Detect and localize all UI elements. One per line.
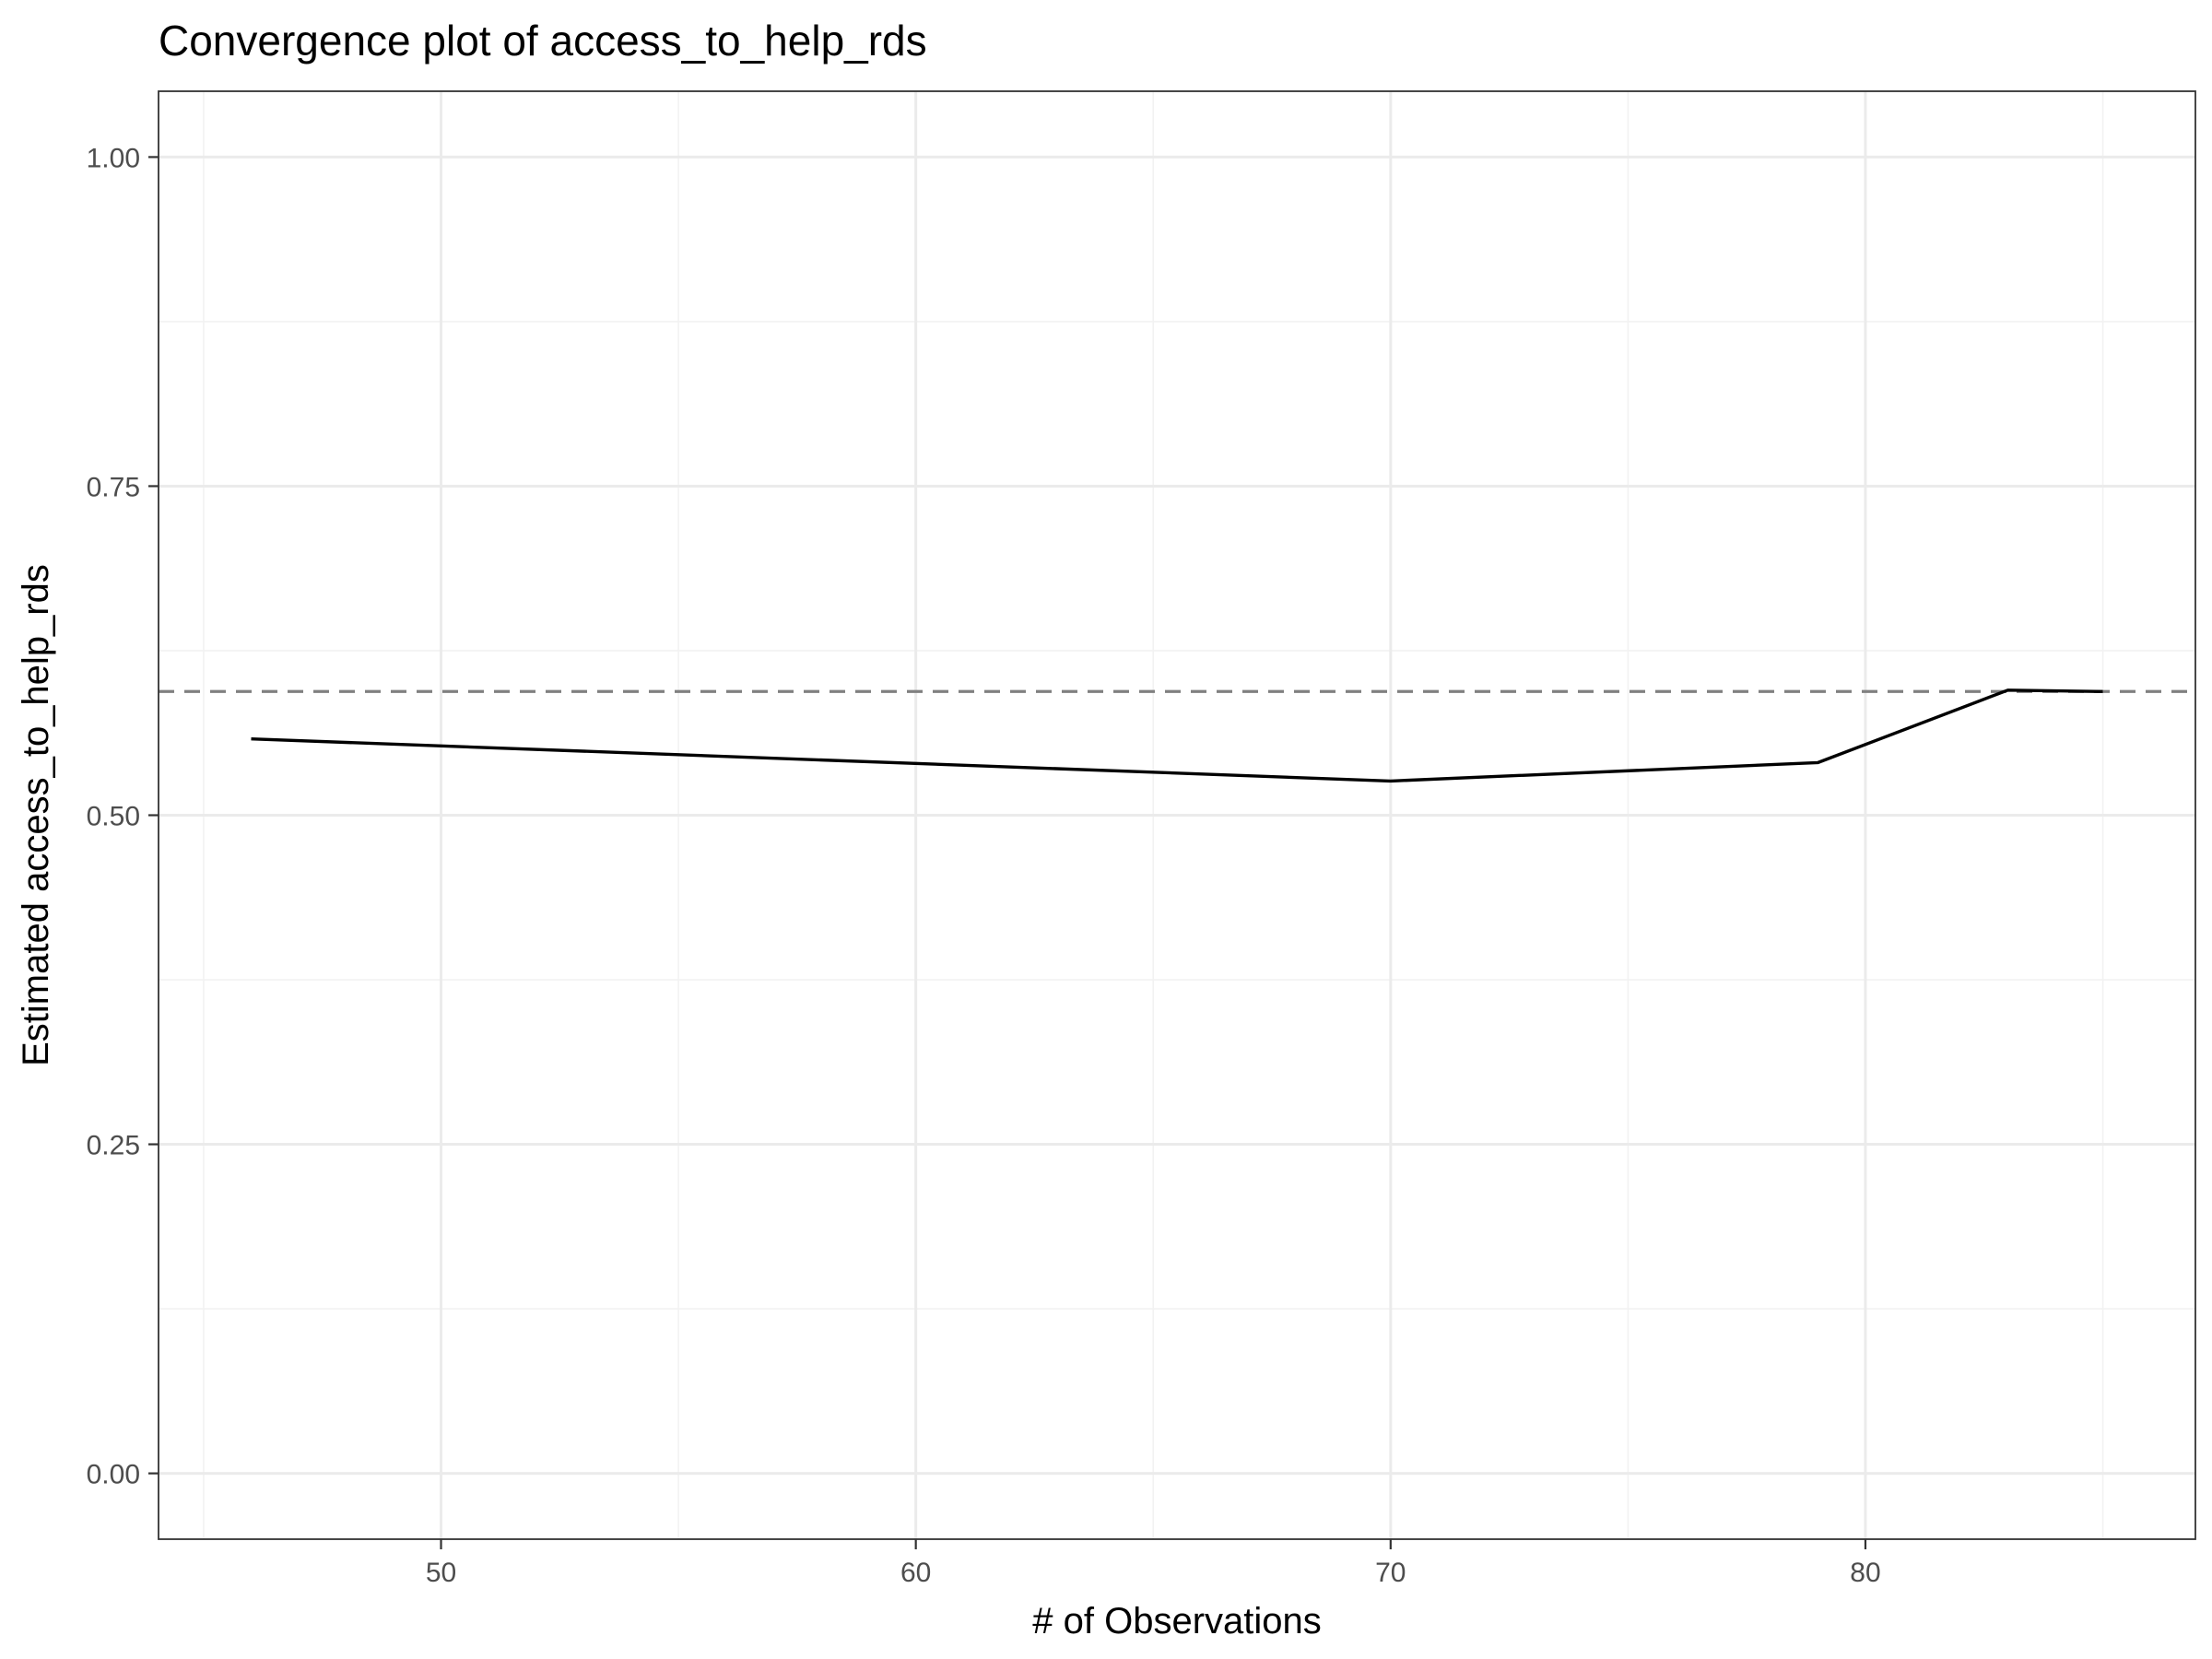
y-tick-label: 0.50 bbox=[87, 802, 140, 832]
y-axis-title: Estimated access_to_help_rds bbox=[16, 564, 56, 1066]
major-gridlines bbox=[159, 91, 2195, 1539]
x-tick-label: 80 bbox=[1850, 1558, 1880, 1588]
x-tick-label: 70 bbox=[1375, 1558, 1406, 1588]
y-tick-label: 1.00 bbox=[87, 143, 140, 173]
series-line bbox=[251, 688, 2103, 783]
chart-title: Convergence plot of access_to_help_rds bbox=[159, 17, 927, 65]
y-tick-label: 0.75 bbox=[87, 472, 140, 502]
x-tick-label: 60 bbox=[900, 1558, 931, 1588]
tick-labels: 50 60 70 80 0.00 0.25 0.50 0.75 1.00 bbox=[87, 143, 1881, 1588]
y-tick-label: 0.25 bbox=[87, 1131, 140, 1161]
series-layer bbox=[251, 688, 2103, 783]
x-axis-title: # of Observations bbox=[1032, 1601, 1322, 1641]
x-tick-label: 50 bbox=[426, 1558, 456, 1588]
y-tick-label: 0.00 bbox=[87, 1460, 140, 1490]
axis-ticks bbox=[148, 156, 1867, 1549]
